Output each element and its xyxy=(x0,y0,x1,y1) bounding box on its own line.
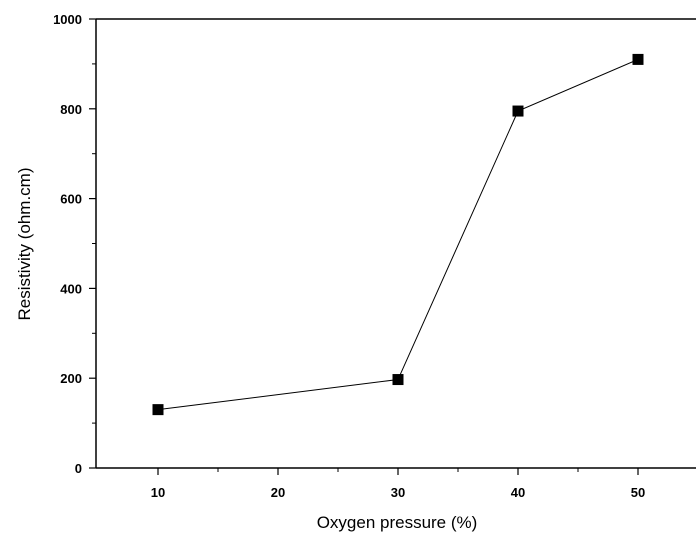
x-tick-label: 50 xyxy=(631,485,645,500)
x-tick-label: 30 xyxy=(391,485,405,500)
y-tick-label: 800 xyxy=(60,102,82,117)
x-tick-label: 40 xyxy=(511,485,525,500)
y-tick-label: 0 xyxy=(75,461,82,476)
data-point-marker xyxy=(392,374,404,386)
series-line xyxy=(157,58,639,411)
data-point-marker xyxy=(632,53,644,65)
data-point-marker xyxy=(512,105,524,117)
y-tick-label: 600 xyxy=(60,192,82,207)
y-axis-ticks: 0 200 400 600 800 1000 xyxy=(53,12,96,476)
y-axis-title: Resistivity (ohm.cm) xyxy=(15,167,34,320)
series-layer xyxy=(152,53,644,416)
data-point-marker xyxy=(152,404,164,416)
y-tick-label: 200 xyxy=(60,371,82,386)
x-axis-title: Oxygen pressure (%) xyxy=(317,513,478,532)
plot-area xyxy=(95,18,696,469)
y-tick-label: 400 xyxy=(60,281,82,296)
y-tick-label: 1000 xyxy=(53,12,82,27)
x-tick-label: 10 xyxy=(151,485,165,500)
x-axis-ticks: 10 20 30 40 50 xyxy=(151,468,645,500)
x-tick-label: 20 xyxy=(271,485,285,500)
